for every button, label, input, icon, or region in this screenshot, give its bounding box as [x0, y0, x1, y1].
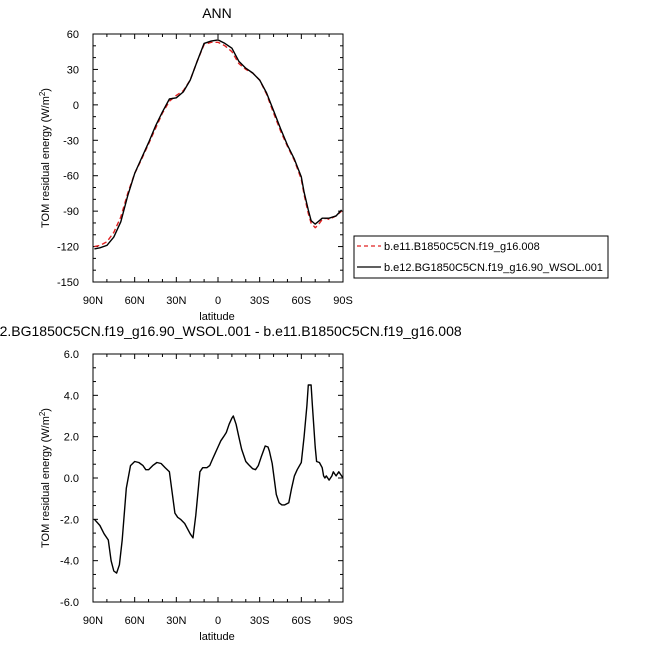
x-tick-label: 0 — [215, 295, 221, 307]
bottom-y-axis: 6.0 4.0 2.0 0.0 -2.0 -4.0 -6.0 — [60, 349, 343, 609]
top-y-axis: 60 30 0 -30 -60 -90 -120 -150 — [57, 29, 343, 289]
y-tick-label: 30 — [67, 64, 79, 76]
top-panel: ANN 60 30 0 -30 -60 -90 -120 -150 90N 60N 30N 0 30S… — [38, 5, 609, 323]
x-tick-label: 90N — [83, 295, 103, 307]
y-tick-label: -150 — [57, 277, 79, 289]
y-tick-label: -120 — [57, 242, 79, 254]
x-tick-label: 0 — [215, 615, 221, 627]
legend-box — [353, 235, 609, 279]
bottom-chart-title: b.e12.BG1850C5CN.f19_g16.90_WSOL.001 - b… — [0, 323, 462, 339]
legend: b.e11.B1850C5CN.f19_g16.008 b.e12.BG1850… — [353, 235, 609, 279]
y-tick-label: -4.0 — [60, 556, 79, 568]
bottom-y-axis-label: TOM residual energy (W/m2) — [38, 408, 52, 548]
x-tick-label: 30S — [250, 615, 270, 627]
top-series-group — [94, 39, 343, 250]
bottom-plot-frame — [92, 353, 344, 603]
x-tick-label: 30S — [250, 295, 270, 307]
top-series-line-1 — [94, 41, 343, 248]
bottom-x-axis: 90N 60N 30N 0 30S 60S 90S — [83, 354, 353, 627]
y-tick-label: -90 — [63, 206, 79, 218]
x-tick-label: 30N — [166, 295, 186, 307]
bottom-series-line-1 — [93, 384, 344, 574]
y-tick-label: 6.0 — [64, 349, 79, 361]
x-tick-label: 60N — [125, 295, 145, 307]
y-tick-label: 2.0 — [64, 432, 79, 444]
y-tick-label: 0 — [73, 100, 79, 112]
x-tick-label: 90N — [83, 615, 103, 627]
legend-entry-series-1: b.e11.B1850C5CN.f19_g16.008 — [384, 241, 540, 253]
top-series-line-2 — [94, 39, 343, 250]
x-tick-label: 60N — [125, 615, 145, 627]
legend-entry-series-2: b.e12.BG1850C5CN.f19_g16.90_WSOL.001 — [384, 262, 603, 274]
y-tick-label: -6.0 — [60, 597, 79, 609]
top-chart-title: ANN — [202, 5, 232, 21]
x-tick-label: 60S — [292, 615, 312, 627]
y-tick-label: 60 — [67, 29, 79, 41]
x-tick-label: 90S — [333, 615, 353, 627]
y-tick-label: 0.0 — [64, 473, 79, 485]
y-tick-label: -2.0 — [60, 514, 79, 526]
bottom-series-group — [93, 384, 344, 574]
bottom-x-axis-label: latitude — [199, 631, 234, 643]
top-x-axis: 90N 60N 30N 0 30S 60S 90S — [83, 34, 353, 307]
y-tick-label: -30 — [63, 135, 79, 147]
x-tick-label: 90S — [333, 295, 353, 307]
x-tick-label: 30N — [166, 615, 186, 627]
x-tick-label: 60S — [292, 295, 312, 307]
y-tick-label: -60 — [63, 171, 79, 183]
top-x-axis-label: latitude — [199, 311, 234, 323]
top-y-axis-label: TOM residual energy (W/m2) — [38, 88, 52, 228]
y-tick-label: 4.0 — [64, 390, 79, 402]
top-plot-frame — [92, 33, 344, 283]
bottom-panel: b.e12.BG1850C5CN.f19_g16.90_WSOL.001 - b… — [0, 323, 462, 643]
